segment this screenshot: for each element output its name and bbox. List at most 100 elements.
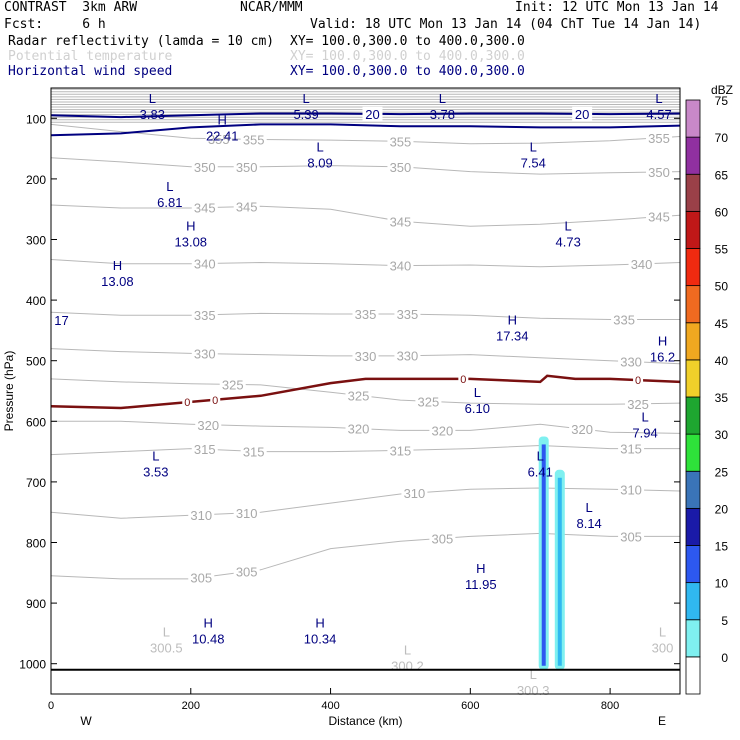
theta-label-bg (611, 312, 638, 327)
theta-label-315: 315 (194, 442, 216, 457)
field-xy-wind: XY= 100.0,300.0 to 400.0,300.0 (290, 64, 525, 79)
theta-label-bg (618, 441, 645, 456)
theta-label-320: 320 (348, 422, 370, 437)
theta-label-345: 345 (390, 214, 412, 229)
theta-label-bg (394, 307, 421, 322)
extremum-value-15: 7.94 (632, 425, 657, 440)
theta-label-335: 335 (194, 308, 216, 323)
theta-label-355: 355 (208, 132, 230, 147)
theta-label-355: 355 (648, 131, 670, 146)
colorbar-level-label: 75 (715, 94, 729, 108)
theta-label-340: 340 (194, 256, 216, 271)
extremum-value-0: 3.83 (140, 107, 165, 122)
extremum-value-23: 300.2 (391, 659, 424, 674)
field-name-reflectivity: Radar reflectivity (lamda = 10 cm) (8, 34, 275, 49)
theta-label-bg (646, 209, 673, 224)
zero-dbz-label-bg (458, 372, 469, 385)
colorbar-level-label: 20 (715, 502, 729, 516)
extremum-value-24: 300 (652, 640, 674, 655)
theta-label-350: 350 (194, 160, 216, 175)
extremum-value-25: 300.3 (517, 683, 550, 698)
zero-dbz-label: 0 (460, 374, 466, 386)
theta-label-bg (345, 421, 372, 436)
colorbar-swatch (685, 396, 701, 435)
theta-label-bg (618, 482, 645, 497)
extremum-kind-2: L (439, 91, 446, 106)
extremum-value-19: 11.95 (465, 577, 497, 592)
extremum-kind-12: H (508, 312, 517, 327)
colorbar-level-label: 35 (715, 391, 729, 405)
extremum-kind-9: L (565, 218, 572, 233)
y-tick-label: 700 (26, 476, 46, 490)
theta-label-340: 340 (631, 257, 653, 272)
y-tick-label: 500 (26, 355, 46, 369)
colorbar-swatch (685, 99, 701, 138)
theta-label-330: 330 (194, 347, 216, 362)
theta-label-325: 325 (418, 394, 440, 409)
colorbar-swatch (685, 433, 701, 472)
theta-label-310: 310 (190, 508, 212, 523)
theta-label-355: 355 (243, 132, 265, 147)
extremum-value-5: 8.09 (307, 156, 332, 171)
extremum-kind-6: L (530, 140, 537, 155)
colorbar-level-label: 60 (715, 205, 729, 219)
extremum-value-14: 6.10 (465, 401, 490, 416)
theta-label-bg (188, 570, 215, 585)
theta-label-325: 325 (627, 397, 649, 412)
reflectivity-core-0 (541, 444, 546, 666)
colorbar-level-label: 40 (715, 354, 729, 368)
theta-contour-345 (50, 204, 681, 227)
colorbar-level-label: 10 (715, 577, 729, 591)
zero-dbz-label: 0 (635, 375, 641, 387)
extremum-kind-4: H (218, 112, 227, 127)
zero-dbz-label-bg (182, 396, 193, 409)
y-tick-label: 900 (26, 597, 46, 611)
theta-label-335: 335 (397, 307, 419, 322)
header-center: NCAR/MMM (240, 0, 303, 15)
extremum-kind-14: L (474, 385, 481, 400)
theta-label-bg (394, 348, 421, 363)
extremum-value-18: 8.14 (576, 516, 601, 531)
theta-label-bg (387, 258, 414, 273)
theta-label-bg (352, 307, 379, 322)
colorbar-swatch (685, 656, 701, 695)
header-model: CONTRAST 3km ARW (4, 0, 138, 15)
field-name-wind: Horizontal wind speed (8, 64, 173, 79)
theta-label-bg (191, 442, 218, 457)
theta-label-305: 305 (620, 529, 642, 544)
colorbar-swatch (685, 470, 701, 509)
zero-dbz-label: 0 (212, 395, 218, 407)
theta-label-325: 325 (222, 377, 244, 392)
extremum-value-8: 13.08 (175, 234, 208, 249)
header-init: Init: 12 UTC Mon 13 Jan 14 (515, 0, 719, 15)
extremum-value-3: 4.57 (646, 107, 671, 122)
extremum-value-21: 10.34 (304, 631, 337, 646)
theta-label-340: 340 (390, 259, 412, 274)
theta-label-310: 310 (236, 506, 258, 521)
theta-label-bg (233, 505, 260, 520)
y-tick-label: 100 (26, 112, 46, 126)
extremum-kind-1: L (302, 91, 309, 106)
colorbar-swatch (685, 210, 701, 249)
colorbar-swatch (685, 322, 701, 361)
theta-label-bg (345, 388, 372, 403)
wind-label-20: 20 (575, 107, 589, 122)
extremum-kind-13: H (658, 334, 667, 349)
theta-label-bg (240, 132, 267, 147)
theta-label-320: 320 (571, 422, 593, 437)
x-tick-label: 800 (601, 700, 619, 712)
wind-contour-25 (50, 123, 681, 137)
extremum-value-6: 7.54 (521, 156, 546, 171)
colorbar-swatch (685, 136, 701, 175)
theta-label-345: 345 (648, 210, 670, 225)
extremum-value-16: 3.53 (143, 465, 168, 480)
extremum-kind-15: L (641, 409, 648, 424)
colorbar-level-label: 15 (715, 540, 729, 554)
theta-label-bg (387, 134, 414, 149)
theta-label-bg (233, 159, 260, 174)
theta-label-bg (618, 354, 645, 369)
theta-label-bg (628, 256, 655, 271)
theta-label-325: 325 (348, 388, 370, 403)
